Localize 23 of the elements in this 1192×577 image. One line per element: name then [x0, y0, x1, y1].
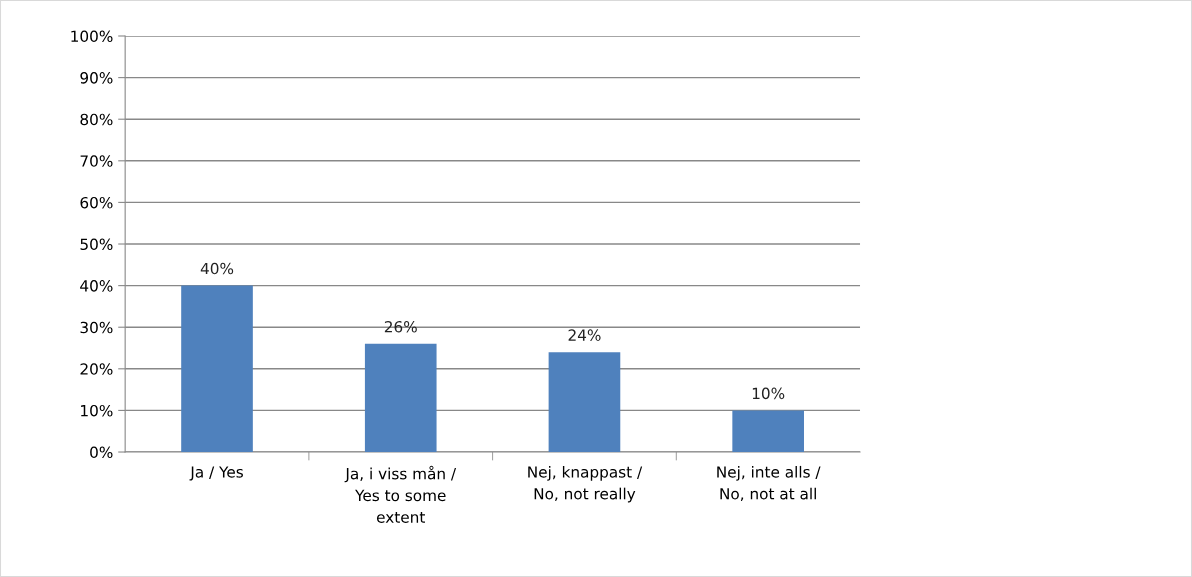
bar — [364, 343, 437, 453]
x-tick-label: Ja / Yes — [189, 466, 243, 481]
data-label: 40% — [200, 262, 234, 275]
x-tick-label: Ja, i viss mån / Yes to some extent — [344, 465, 457, 523]
y-tick-label: 30% — [80, 321, 113, 334]
y-tick-label: 80% — [80, 113, 113, 126]
data-label: 26% — [384, 321, 417, 333]
y-tick-label: 0% — [90, 446, 113, 459]
y-tick-label: 70% — [80, 155, 113, 167]
bar — [548, 352, 621, 453]
y-tick-label: 50% — [80, 238, 113, 251]
data-label: 24% — [568, 329, 601, 341]
bar — [181, 285, 253, 453]
data-label: 10% — [752, 387, 785, 400]
bar — [732, 410, 804, 453]
x-tick-label: Nej, knappast / No, not really — [528, 465, 643, 503]
y-tick-label: 40% — [80, 280, 113, 292]
y-tick-label: 20% — [80, 363, 113, 375]
y-tick-label: 100% — [71, 30, 113, 43]
y-tick-label: 10% — [81, 404, 113, 417]
y-tick-label: 60% — [80, 196, 113, 209]
y-tick-label: 90% — [80, 72, 113, 84]
x-tick-label: Nej, inte alls / No, not at all — [717, 465, 821, 502]
